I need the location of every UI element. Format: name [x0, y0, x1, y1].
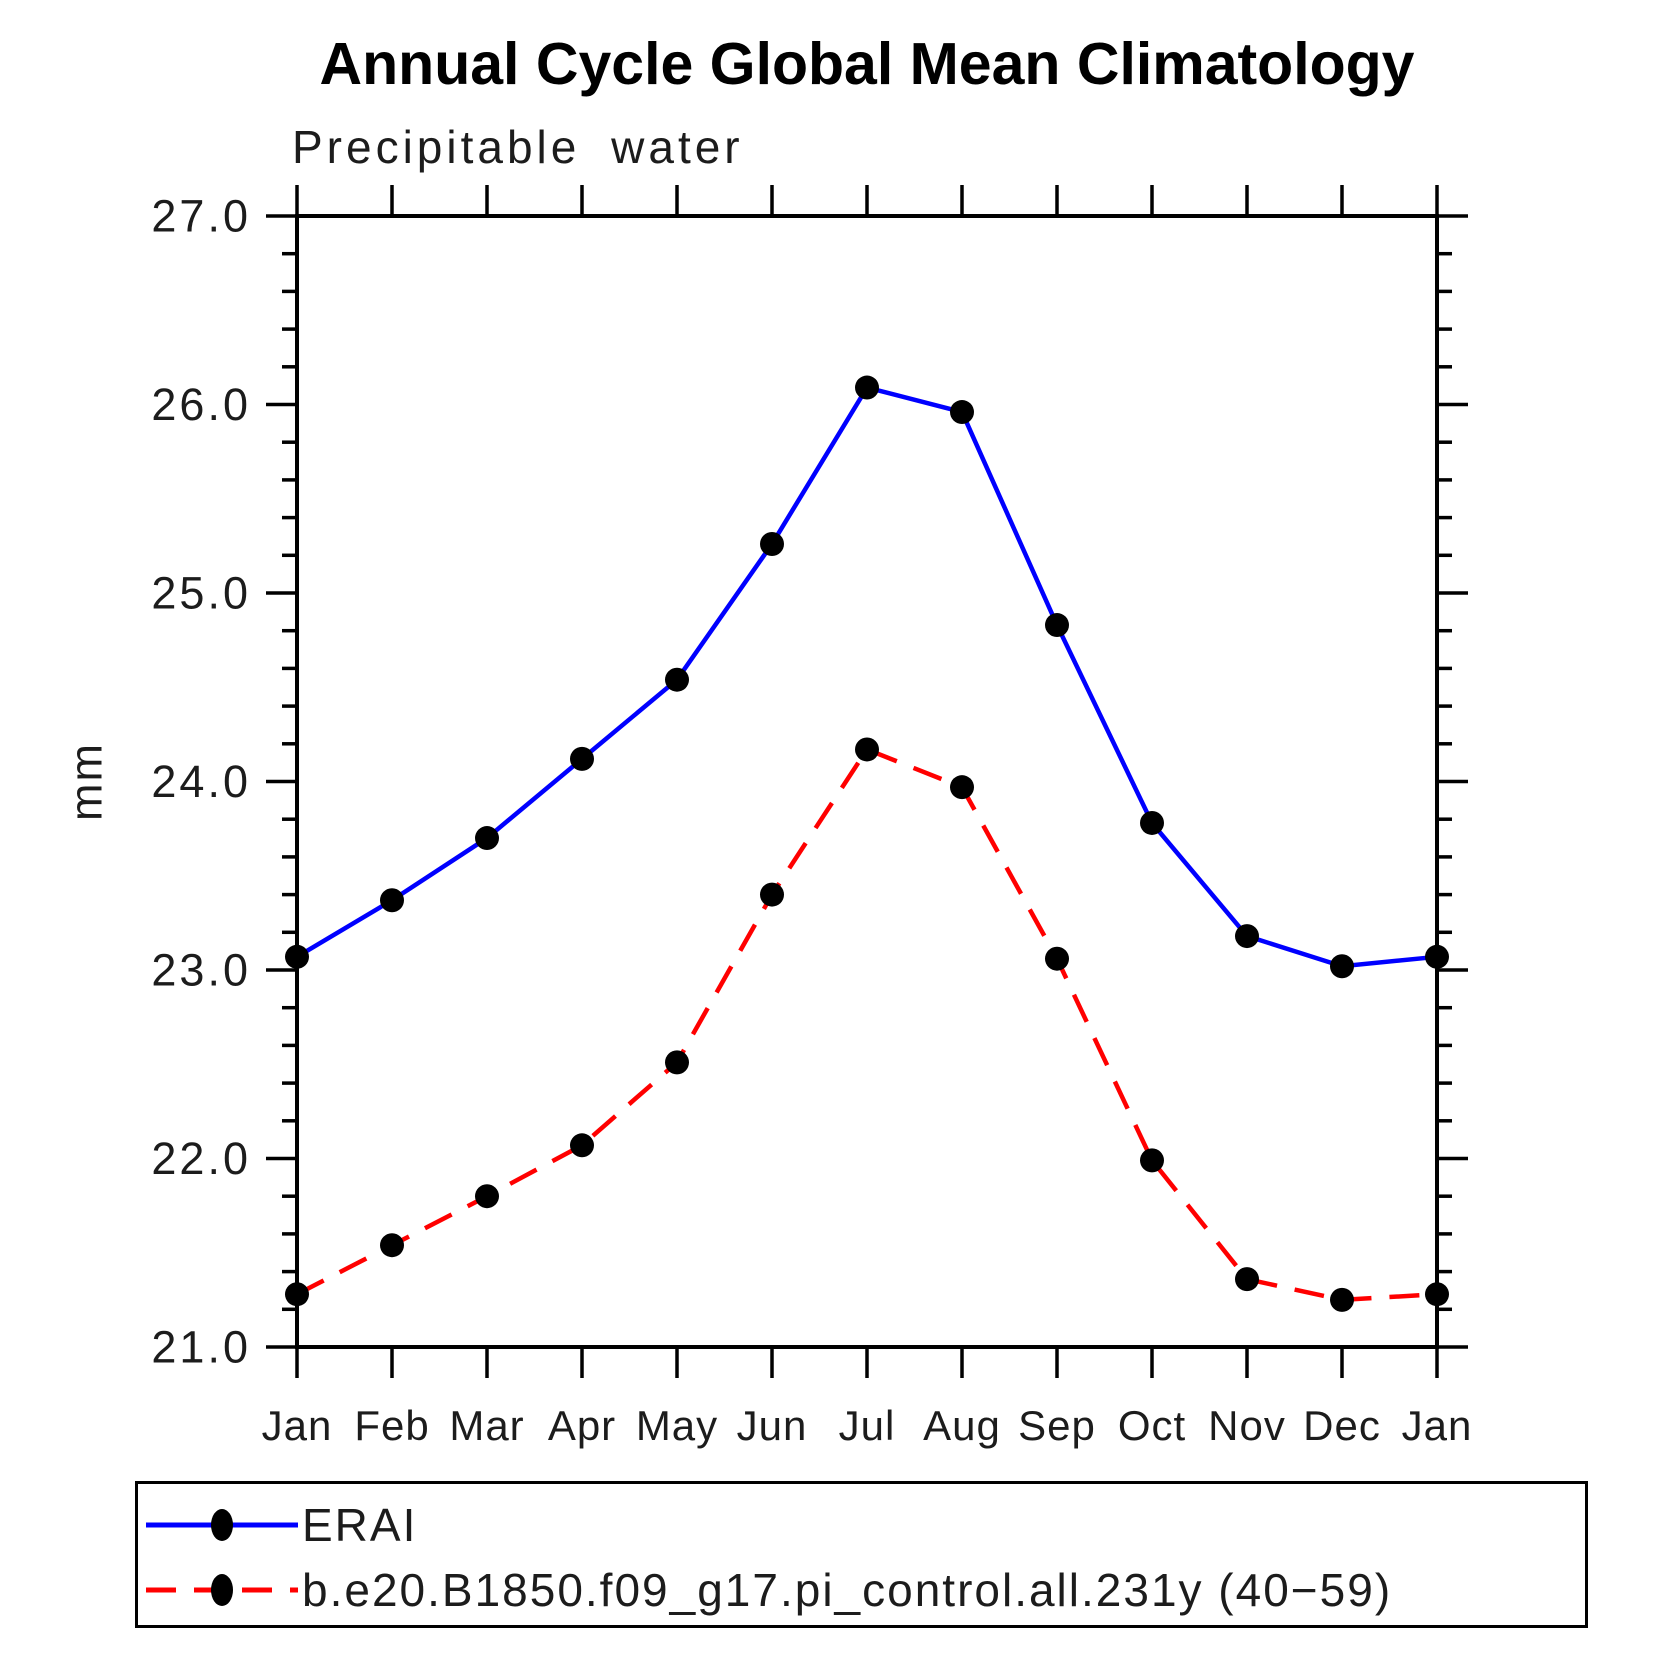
data-point-1-1 [380, 1233, 404, 1258]
x-axis-tick-label: May [636, 1402, 718, 1449]
data-point-1-5 [760, 882, 784, 907]
series-line-0 [295, 384, 1438, 969]
y-axis-tick-label: 25.0 [151, 568, 251, 619]
data-point-1-6 [855, 737, 879, 762]
data-point-0-11 [1330, 954, 1354, 979]
data-point-0-1 [380, 888, 404, 913]
data-point-0-2 [475, 826, 499, 851]
y-axis-tick-label: 24.0 [151, 756, 251, 807]
data-point-1-4 [665, 1050, 689, 1075]
data-point-0-10 [1235, 924, 1259, 949]
data-point-0-7 [950, 400, 974, 425]
data-point-0-4 [665, 667, 689, 692]
data-point-0-3 [570, 746, 594, 771]
data-point-0-8 [1045, 613, 1069, 638]
x-axis-tick-label: Nov [1208, 1402, 1286, 1449]
y-axis-tick-label: 23.0 [151, 945, 251, 996]
legend-marker-1 [211, 1573, 233, 1606]
x-axis-tick-label: Feb [354, 1402, 429, 1449]
data-point-1-0 [285, 1282, 309, 1307]
chart-canvas: 21.0 22.0 23.0 24.0 25.0 26.0 27.0 Jan Feb Mar Apr… [61, 185, 1473, 1449]
series-line-1 [295, 746, 1438, 1303]
x-axis-tick-label: Jul [839, 1402, 896, 1449]
legend: ERAI b.e20.B1850.f09_g17.pi_control.all.… [135, 1481, 1588, 1628]
data-point-1-12 [1425, 1282, 1449, 1307]
data-point-1-11 [1330, 1287, 1354, 1312]
data-point-0-5 [760, 531, 784, 556]
legend-sample-line-0 [146, 1508, 298, 1541]
data-point-0-0 [285, 944, 309, 969]
chart-subtitle: Precipitable water [292, 121, 744, 173]
legend-sample-line-1 [146, 1573, 298, 1606]
data-point-1-3 [570, 1133, 594, 1158]
data-point-0-12 [1425, 944, 1449, 969]
legend-series-label-1: b.e20.B1850.f09_g17.pi_control.all.231y … [302, 1563, 1393, 1616]
y-axis-tick-label: 22.0 [151, 1133, 251, 1184]
x-axis-tick-label: Jan [1402, 1402, 1473, 1449]
x-axis-tick-label: Apr [548, 1402, 616, 1449]
y-axis-tick-label: 21.0 [151, 1322, 251, 1373]
data-point-1-9 [1140, 1148, 1164, 1173]
legend-marker-0 [211, 1508, 233, 1541]
x-axis-tick-label: Jan [262, 1402, 333, 1449]
y-axis-tick-label: 26.0 [151, 379, 251, 430]
legend-item-erai: ERAI [142, 1492, 1585, 1557]
x-axis-tick-label: Oct [1118, 1402, 1186, 1449]
x-axis-tick-label: Jun [737, 1402, 808, 1449]
data-point-0-6 [855, 375, 879, 400]
data-point-1-8 [1045, 946, 1069, 971]
x-axis-tick-label: Mar [449, 1402, 524, 1449]
y-axis-tick-label: 27.0 [151, 191, 251, 242]
chart-title: Annual Cycle Global Mean Climatology [319, 31, 1415, 97]
x-axis-tick-label: Aug [923, 1402, 1001, 1449]
data-point-1-7 [950, 775, 974, 800]
legend-item-model: b.e20.B1850.f09_g17.pi_control.all.231y … [142, 1557, 1585, 1622]
legend-series-label-0: ERAI [302, 1498, 418, 1551]
data-point-0-9 [1140, 810, 1164, 835]
data-point-1-10 [1235, 1267, 1259, 1292]
y-axis-title: mm [61, 742, 112, 821]
x-axis-tick-label: Sep [1018, 1402, 1096, 1449]
x-axis-tick-label: Dec [1303, 1402, 1381, 1449]
data-point-1-2 [475, 1184, 499, 1209]
